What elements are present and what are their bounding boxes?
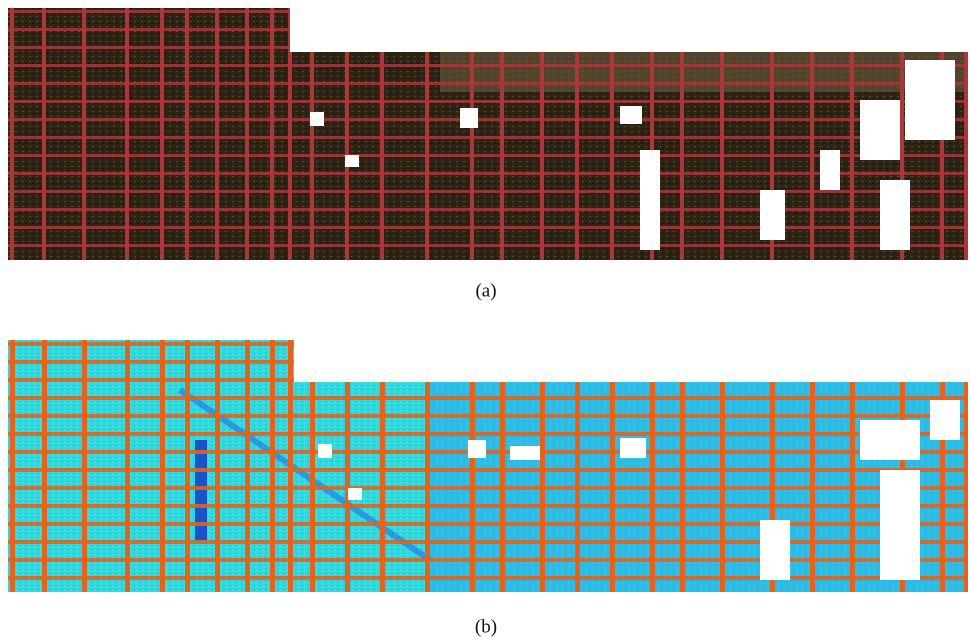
frame-line: [82, 340, 87, 592]
frame-line: [650, 8, 654, 260]
frame-line: [310, 340, 315, 592]
frame-line: [10, 8, 14, 260]
frame-line: [470, 340, 475, 592]
frame-line: [680, 340, 685, 592]
frame-line: [575, 340, 580, 592]
caption: (a): [475, 280, 496, 301]
frame-line: [770, 340, 775, 592]
frame-line: [82, 8, 86, 260]
frame-line: [470, 8, 474, 260]
frame-line: [770, 8, 774, 260]
frame-line: [720, 340, 725, 592]
frame-line: [900, 8, 904, 260]
frame-line: [185, 340, 190, 592]
frame-line: [345, 340, 350, 592]
frame: [318, 400, 960, 580]
caption: (b): [475, 616, 497, 637]
frame-line: [425, 8, 429, 260]
frame-line: [160, 8, 164, 260]
frame-line: [425, 340, 430, 592]
frame: [310, 60, 955, 250]
frame-line: [850, 8, 854, 260]
frame-line: [185, 8, 189, 260]
frame-line: [42, 8, 46, 260]
frame-line: [964, 340, 968, 592]
frame-line: [160, 340, 165, 592]
frame: [10, 8, 968, 260]
frame-line: [964, 8, 968, 260]
frame-line: [10, 340, 15, 592]
panel-a-image: [8, 8, 968, 260]
frame-line: [288, 8, 292, 260]
frame-line: [720, 8, 724, 260]
frame-line: [288, 340, 293, 592]
frame-line: [500, 340, 505, 592]
frame-line: [380, 340, 385, 592]
frame-line: [850, 340, 855, 592]
frame-line: [610, 340, 615, 592]
frame-line: [270, 8, 274, 260]
frame-line: [125, 340, 130, 592]
frame-line: [270, 340, 275, 592]
frame-line: [215, 340, 220, 592]
frame-line: [610, 8, 614, 260]
frame-line: [810, 8, 814, 260]
frame-line: [345, 8, 349, 260]
frame-line: [940, 340, 945, 592]
frame-line: [540, 8, 544, 260]
frame-line: [500, 8, 504, 260]
frame-line: [540, 340, 545, 592]
frame-line: [245, 8, 249, 260]
frame-line: [680, 8, 684, 260]
panel-b-image: [8, 340, 968, 592]
frame-line: [310, 8, 314, 260]
frame-line: [245, 340, 250, 592]
frame-line: [42, 340, 47, 592]
frame-line: [810, 340, 815, 592]
frame-line: [900, 340, 905, 592]
frame-line: [125, 8, 129, 260]
frame: [10, 340, 968, 592]
frame-line: [380, 8, 384, 260]
frame-line: [575, 8, 579, 260]
frame-line: [650, 340, 655, 592]
frame-line: [215, 8, 219, 260]
